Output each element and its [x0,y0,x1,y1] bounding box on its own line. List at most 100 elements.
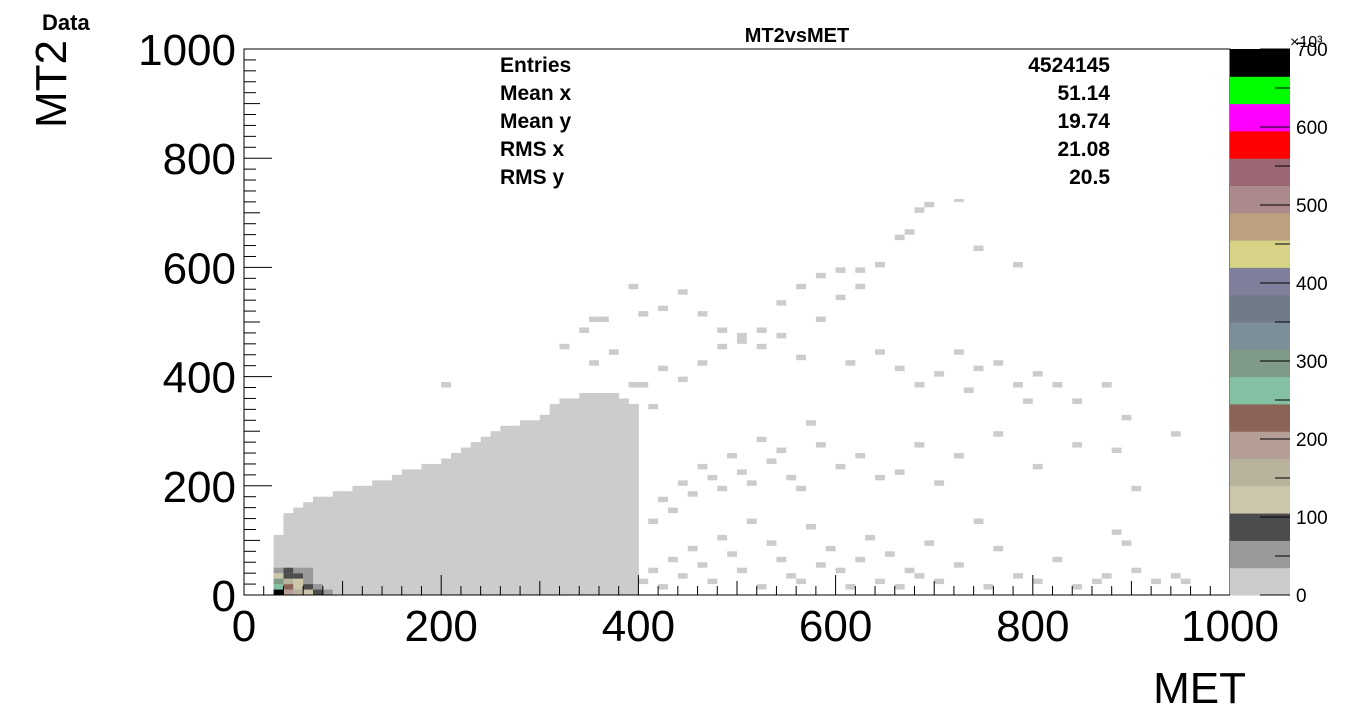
sparse-bin [786,474,797,481]
sparse-bin [835,294,846,301]
sparse-bin [1013,573,1023,579]
z-axis-multiplier: ×10³ [1290,34,1323,51]
sparse-bin [1101,382,1112,388]
sparse-bin [677,480,688,486]
sparse-bin [904,229,915,235]
sparse-bin [737,567,747,574]
stats-value: 21.08 [1057,138,1110,161]
sparse-bin [1032,463,1043,470]
palette-swatch [1230,49,1290,77]
bulk-bin-column [273,534,284,595]
sparse-bin [845,584,856,590]
sparse-bin [875,474,885,481]
sparse-bin [855,283,866,290]
palette-swatch [1230,76,1290,105]
sparse-bin [589,360,599,366]
palette-swatch [1230,458,1290,487]
sparse-bin [667,507,678,514]
sparse-bin [658,584,668,590]
chart-title: MT2vsMET [745,25,849,47]
sparse-bin [756,343,767,350]
x-tick-label: 200 [404,602,477,651]
sparse-bin [737,469,747,475]
stats-label: RMS x [500,138,565,161]
sparse-bin [815,562,826,568]
bulk-bin-column [362,485,373,595]
bulk-bin-column [431,463,442,595]
sparse-bin [746,518,757,525]
bulk-bin-column [411,469,422,595]
palette-swatch [1230,294,1290,323]
sparse-bin [796,354,807,361]
sparse-bin [835,463,846,470]
high-count-bin [303,567,314,574]
y-axis-label: MT2 [27,40,76,128]
bulk-bin-column [460,447,472,595]
bulk-bin-column [490,431,501,595]
sparse-bin [914,442,925,448]
sparse-bin [776,332,787,339]
sparse-bin [884,551,895,557]
sparse-bin [697,311,708,317]
high-count-bin [283,578,294,585]
bulk-bin-column [529,420,541,595]
bulk-bin-column [520,420,531,595]
high-count-bin [303,589,314,595]
bulk-bin-column [598,392,610,595]
bulk-bin-column [549,403,561,595]
sparse-bin [845,360,856,366]
high-count-bin [313,584,323,590]
sparse-bin [1170,431,1181,437]
sparse-bin [559,343,570,350]
palette-swatch [1230,212,1290,241]
sparse-bin [1131,567,1142,574]
high-count-bin [283,584,294,590]
stats-label: Mean y [500,110,572,133]
sparse-bin [1052,382,1063,388]
high-count-bin [283,589,294,595]
sparse-bin [1131,485,1142,492]
sparse-bin [638,578,649,585]
sparse-bin [648,518,659,525]
sparse-bin [776,300,787,306]
sparse-bin [1032,371,1043,377]
sparse-bin [953,453,964,459]
sparse-bin [608,349,619,355]
bulk-bin-column [608,392,620,595]
sparse-bin [914,382,925,388]
sparse-bin [1170,573,1181,579]
sparse-bin [835,567,846,574]
sparse-bin [875,578,885,585]
sparse-bin [776,447,787,454]
sparse-bin [598,316,609,322]
sparse-bin [953,196,964,202]
sparse-bin [953,562,964,568]
sparse-bin [934,480,945,486]
bulk-bin-column [342,491,353,595]
sparse-bin [737,332,747,339]
sparse-bin [756,436,767,443]
sparse-bin [441,382,452,388]
sparse-bin [1072,442,1083,448]
stats-box [467,49,1127,199]
sparse-bin [776,556,787,563]
x-tick-label: 0 [232,602,256,651]
palette-swatch [1230,240,1290,268]
palette-swatch [1230,185,1290,214]
high-count-bin [322,589,333,595]
sparse-bin [894,469,905,475]
sparse-bin [677,289,688,295]
palette-swatch [1230,403,1290,432]
sparse-bin [1121,414,1132,421]
high-count-bin [293,578,304,585]
sparse-bin [1032,578,1043,585]
z-tick-label: 700 [1296,40,1328,61]
sparse-bin [894,234,905,241]
sparse-bin [963,387,974,393]
high-count-bin [293,573,304,579]
palette-swatch [1230,540,1290,569]
sparse-bin [766,540,777,546]
sparse-bin [806,420,816,426]
bulk-bin-column [401,469,413,595]
